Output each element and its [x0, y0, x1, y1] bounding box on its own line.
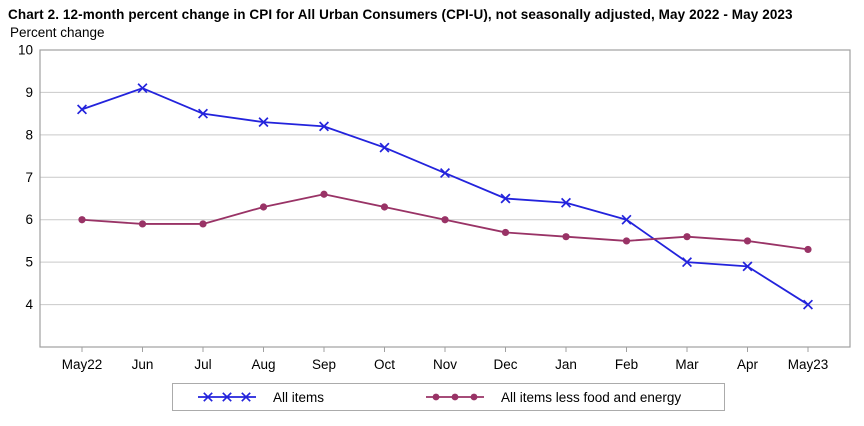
x-marker [76, 104, 88, 115]
y-tick-label: 5 [25, 255, 33, 270]
y-tick-label: 8 [25, 127, 33, 142]
x-tick-label: Feb [615, 357, 638, 372]
dot-marker [199, 220, 207, 228]
x-marker [742, 261, 753, 272]
x-tick-label: Nov [433, 357, 457, 372]
legend-label-all-items: All items [273, 389, 325, 405]
dot-marker [441, 216, 449, 224]
x-tick-label: Sep [312, 357, 336, 372]
x-marker [560, 197, 572, 208]
dot-marker [562, 233, 570, 241]
series-line [81, 87, 809, 306]
x-marker [379, 142, 390, 153]
x-marker [681, 257, 693, 268]
plot-frame [39, 49, 851, 348]
dot-marker [501, 228, 510, 237]
y-axis-caption: Percent change [10, 25, 105, 40]
x-tick-label: Aug [251, 357, 275, 372]
dot-marker [683, 233, 691, 241]
dot-marker [432, 393, 440, 401]
all-items-line-swatch [196, 390, 258, 404]
x-tick-label: May22 [62, 357, 103, 372]
y-tick-label: 4 [25, 297, 33, 312]
dot-marker [622, 237, 631, 245]
x-tick-label: Apr [737, 357, 759, 372]
cpi-line-chart: 4 5 6 7 8 9 10 May22 Jun Jul Aug Sep Oct Nov Dec Jan Feb… [18, 43, 851, 372]
legend-label-core: All items less food and energy [501, 389, 682, 405]
x-tick-label: Mar [675, 357, 699, 372]
core-line-swatch [424, 390, 486, 404]
legend-item-core: All items less food and energy [424, 390, 681, 405]
x-marker [203, 392, 213, 402]
x-marker [439, 168, 451, 179]
x-marker [802, 299, 814, 310]
x-tick-label: May23 [788, 357, 829, 372]
x-marker [197, 108, 209, 119]
x-marker [241, 392, 251, 402]
dot-marker [138, 220, 147, 228]
dot-marker [259, 203, 268, 211]
dot-marker [804, 245, 812, 254]
y-tick-label: 6 [25, 212, 33, 227]
x-tick-label: Jun [132, 357, 154, 372]
x-marker [318, 121, 330, 132]
x-marker [621, 214, 632, 225]
dot-marker [78, 216, 86, 224]
x-tick-label: Jul [194, 357, 211, 372]
dot-marker [470, 393, 478, 401]
legend-item-all-items: All items [196, 390, 324, 405]
y-tick-label: 10 [18, 43, 33, 58]
dot-marker [320, 190, 328, 198]
dot-marker [743, 237, 752, 245]
dot-marker [451, 393, 459, 401]
x-marker [222, 392, 232, 402]
x-tick-label: Oct [374, 357, 395, 372]
x-tick-label: Jan [555, 357, 577, 372]
x-marker [137, 83, 148, 94]
chart-title: Chart 2. 12-month percent change in CPI … [8, 7, 793, 22]
x-marker [258, 117, 269, 128]
x-marker [500, 193, 511, 204]
dot-marker [380, 203, 389, 211]
x-tick-label: Dec [493, 357, 517, 372]
chart-legend: All items All items less food and energy [172, 383, 725, 411]
y-tick-label: 7 [25, 170, 33, 185]
y-tick-label: 9 [25, 85, 33, 100]
